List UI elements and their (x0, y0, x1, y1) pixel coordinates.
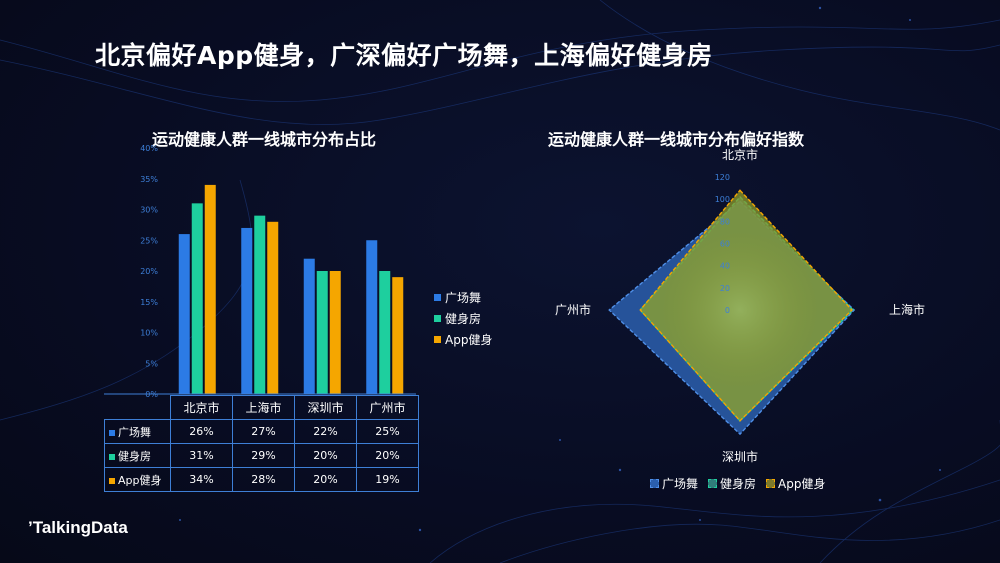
legend-label: 健身房 (445, 312, 482, 326)
row-label: 健身房 (118, 449, 151, 463)
radar-tick-label: 40 (720, 262, 730, 271)
radar-tick-label: 0 (725, 306, 730, 315)
table-row-header: 健身房 (104, 443, 171, 468)
bar[interactable] (366, 240, 378, 394)
row-swatch (109, 477, 115, 484)
table-row-header: App健身 (104, 467, 171, 492)
legend-swatch (434, 336, 441, 343)
bar-legend: 广场舞 健身房 App健身 (434, 287, 492, 350)
table-cell: 29% (232, 443, 295, 468)
radar-tick-label: 100 (715, 195, 730, 204)
y-tick-label: 35% (140, 175, 158, 184)
bar[interactable] (267, 221, 279, 394)
bar[interactable] (191, 203, 203, 394)
radar-legend: 广场舞 健身房 App健身 (650, 475, 825, 491)
y-tick-label: 5% (145, 359, 158, 368)
brand-logo: ’TalkingData (28, 518, 128, 538)
legend-label: App健身 (445, 333, 493, 347)
legend-swatch (434, 294, 441, 301)
table-cell: 28% (232, 467, 295, 492)
row-label: App健身 (118, 473, 162, 487)
radar-tick-label: 120 (715, 173, 730, 182)
bar[interactable] (303, 258, 315, 394)
bar-data-table: 北京市 上海市 深圳市 广州市 广场舞 26% 27% 22% 25% 健身房 … (104, 395, 419, 492)
bar[interactable] (329, 271, 341, 394)
logo-tick-icon: ’ (28, 518, 33, 537)
table-header-cell: 上海市 (232, 395, 295, 420)
legend-label: 健身房 (720, 476, 757, 491)
bar[interactable] (204, 184, 216, 394)
radar-axis-label: 上海市 (889, 302, 925, 317)
bar[interactable] (392, 277, 404, 394)
radar-tick-label: 80 (720, 217, 730, 226)
radar-chart-title: 运动健康人群一线城市分布偏好指数 (548, 130, 805, 149)
y-tick-label: 25% (140, 236, 158, 245)
bar[interactable] (241, 227, 253, 394)
table-row: App健身 34% 28% 20% 19% (104, 467, 419, 492)
table-cell: 34% (170, 467, 233, 492)
legend-swatch (708, 478, 718, 488)
radar-axis-label: 北京市 (722, 147, 758, 162)
radar-tick-label: 60 (720, 240, 730, 249)
y-tick-label: 30% (140, 206, 158, 215)
row-label: 广场舞 (118, 425, 151, 439)
table-cell: 19% (356, 467, 419, 492)
legend-item-app-fitness[interactable]: App健身 (766, 475, 825, 491)
legend-item-square-dance[interactable]: 广场舞 (434, 287, 492, 308)
legend-swatch (766, 478, 776, 488)
bar[interactable] (316, 271, 328, 394)
legend-label: 广场舞 (662, 476, 699, 491)
row-swatch (109, 429, 115, 436)
table-cell: 20% (294, 467, 357, 492)
table-cell: 31% (170, 443, 233, 468)
legend-item-square-dance[interactable]: 广场舞 (650, 475, 698, 491)
radar-axis-label: 广州市 (555, 302, 591, 317)
radar-axis-label: 深圳市 (722, 449, 758, 464)
y-tick-label: 40% (140, 144, 158, 153)
table-corner (104, 395, 171, 420)
table-header-row: 北京市 上海市 深圳市 广州市 (104, 395, 419, 420)
table-header-cell: 深圳市 (294, 395, 357, 420)
legend-swatch (434, 315, 441, 322)
y-tick-label: 20% (140, 267, 158, 276)
radar-tick-label: 20 (720, 284, 730, 293)
legend-swatch (650, 478, 659, 488)
legend-label: App健身 (778, 476, 826, 491)
table-header-cell: 广州市 (356, 395, 419, 420)
y-tick-label: 15% (140, 298, 158, 307)
bar[interactable] (379, 271, 391, 394)
table-header-cell: 北京市 (170, 395, 233, 420)
y-tick-label: 10% (140, 329, 158, 338)
radar-center-glow (660, 230, 820, 390)
row-swatch (109, 453, 115, 460)
bar[interactable] (254, 215, 266, 394)
bar-chart-title: 运动健康人群一线城市分布占比 (152, 130, 377, 149)
table-cell: 20% (356, 443, 419, 468)
legend-item-app-fitness[interactable]: App健身 (434, 329, 492, 350)
legend-label: 广场舞 (445, 291, 482, 305)
legend-item-gym[interactable]: 健身房 (708, 475, 756, 491)
legend-item-gym[interactable]: 健身房 (434, 308, 492, 329)
bar[interactable] (178, 234, 190, 394)
logo-text: TalkingData (32, 518, 128, 537)
page-title: 北京偏好App健身，广深偏好广场舞，上海偏好健身房 (95, 41, 713, 70)
